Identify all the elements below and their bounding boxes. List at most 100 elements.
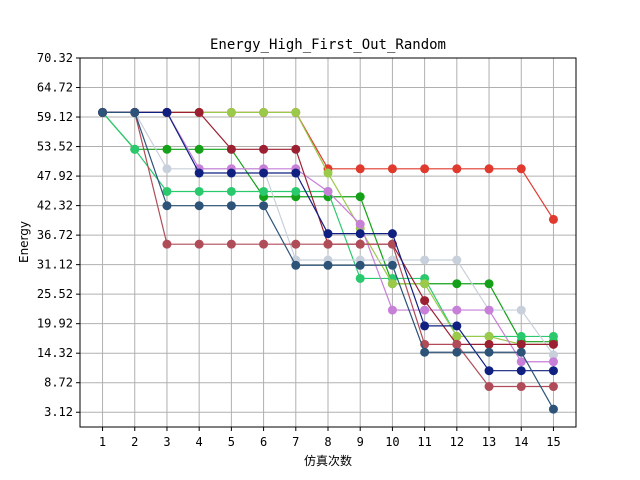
data-point	[226, 144, 236, 154]
y-tick-label: 31.12	[37, 258, 73, 272]
data-point	[452, 339, 462, 349]
y-tick-label: 25.52	[37, 287, 73, 301]
data-point	[259, 186, 269, 196]
y-tick-label: 36.72	[37, 228, 73, 242]
data-point	[387, 239, 397, 249]
data-point	[194, 144, 204, 154]
data-point	[516, 339, 526, 349]
x-tick-label: 6	[260, 435, 267, 449]
data-point	[259, 168, 269, 178]
data-point	[484, 331, 494, 341]
data-point	[291, 260, 301, 270]
data-point	[516, 164, 526, 174]
x-tick-label: 10	[385, 435, 399, 449]
y-tick-label: 42.32	[37, 199, 73, 213]
data-point	[226, 201, 236, 211]
data-point	[259, 239, 269, 249]
data-point	[548, 214, 558, 224]
data-point	[130, 107, 140, 117]
data-point	[162, 164, 172, 174]
data-point	[484, 366, 494, 376]
data-point	[484, 305, 494, 315]
x-tick-label: 2	[131, 435, 138, 449]
x-tick-label: 1	[99, 435, 106, 449]
x-axis-label: 仿真次数	[304, 453, 352, 468]
data-point	[194, 201, 204, 211]
data-point	[355, 273, 365, 283]
data-point	[162, 107, 172, 117]
data-point	[452, 347, 462, 357]
data-point	[452, 305, 462, 315]
data-point	[387, 305, 397, 315]
x-tick-label: 4	[196, 435, 203, 449]
data-point	[516, 357, 526, 367]
data-point	[484, 339, 494, 349]
data-point	[162, 239, 172, 249]
series-10	[98, 107, 558, 414]
x-tick-label: 5	[228, 435, 235, 449]
y-tick-label: 59.12	[37, 110, 73, 124]
y-tick-label: 3.12	[44, 405, 73, 419]
data-point	[291, 239, 301, 249]
y-tick-label: 14.32	[37, 346, 73, 360]
data-point	[420, 305, 430, 315]
data-point	[98, 107, 108, 117]
data-point	[484, 382, 494, 392]
data-point	[194, 107, 204, 117]
data-point	[548, 331, 558, 341]
data-point	[420, 279, 430, 289]
y-tick-label: 64.72	[37, 81, 73, 95]
data-point	[484, 347, 494, 357]
data-point	[387, 164, 397, 174]
data-point	[516, 382, 526, 392]
x-tick-label: 11	[417, 435, 431, 449]
data-point	[420, 321, 430, 331]
data-point	[548, 366, 558, 376]
y-tick-label: 8.72	[44, 376, 73, 390]
y-tick-label: 19.92	[37, 317, 73, 331]
data-point	[420, 296, 430, 306]
series-layer	[98, 107, 558, 414]
data-point	[259, 107, 269, 117]
data-point	[516, 331, 526, 341]
y-tick-label: 53.52	[37, 140, 73, 154]
data-point	[355, 229, 365, 239]
chart-title: Energy_High_First_Out_Random	[210, 37, 446, 53]
data-point	[548, 382, 558, 392]
data-point	[259, 144, 269, 154]
data-point	[130, 144, 140, 154]
x-tick-label: 3	[163, 435, 170, 449]
x-tick-label: 7	[292, 435, 299, 449]
x-tick-label: 13	[482, 435, 496, 449]
x-tick-label: 15	[546, 435, 560, 449]
data-point	[291, 144, 301, 154]
x-tick-label: 9	[357, 435, 364, 449]
data-point	[355, 219, 365, 229]
data-point	[226, 186, 236, 196]
data-point	[323, 186, 333, 196]
data-point	[387, 229, 397, 239]
series-9	[98, 107, 558, 376]
data-point	[226, 107, 236, 117]
data-point	[226, 168, 236, 178]
data-point	[452, 321, 462, 331]
data-point	[516, 347, 526, 357]
data-point	[484, 164, 494, 174]
data-point	[355, 192, 365, 202]
data-point	[291, 186, 301, 196]
x-tick-label: 14	[514, 435, 528, 449]
x-axis-ticks: 1 2 3 4 5 6 7 8 9 10 11 12 13 14 15	[99, 427, 561, 449]
data-point	[194, 186, 204, 196]
data-point	[484, 279, 494, 289]
data-point	[548, 404, 558, 414]
data-point	[291, 107, 301, 117]
data-point	[291, 168, 301, 178]
y-tick-label: 47.92	[37, 169, 73, 183]
data-point	[323, 260, 333, 270]
data-point	[452, 164, 462, 174]
data-point	[259, 201, 269, 211]
data-point	[194, 239, 204, 249]
data-point	[323, 168, 333, 178]
data-point	[387, 260, 397, 270]
